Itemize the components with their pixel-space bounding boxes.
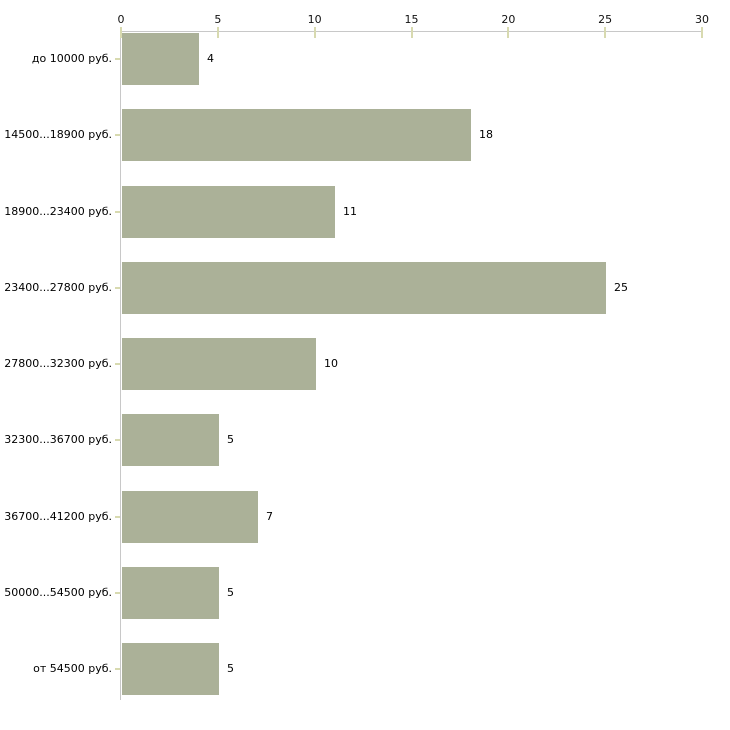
bar — [122, 338, 316, 390]
category-label: 14500...18900 руб. — [4, 128, 112, 141]
bar-value-label: 11 — [343, 205, 357, 218]
x-axis-tick-mark — [410, 27, 413, 38]
x-axis-tick-mark — [120, 27, 122, 38]
bar-value-label: 7 — [266, 510, 273, 523]
x-axis-tick-label: 20 — [501, 13, 516, 26]
bar — [122, 491, 258, 543]
bar — [122, 643, 219, 695]
category-label: от 54500 руб. — [33, 662, 112, 675]
y-axis-tick-mark — [115, 516, 120, 518]
y-axis-line — [120, 31, 121, 700]
y-axis-tick-mark — [115, 287, 120, 289]
x-axis-tick-mark — [701, 27, 703, 38]
bar-value-label: 4 — [207, 52, 214, 65]
category-label: 23400...27800 руб. — [4, 281, 112, 294]
category-label: 27800...32300 руб. — [4, 357, 112, 370]
bar — [122, 414, 219, 466]
x-axis-tick-label: 0 — [117, 13, 125, 26]
x-axis-tick-label: 25 — [598, 13, 613, 26]
bar-value-label: 5 — [227, 433, 234, 446]
bar-value-label: 5 — [227, 662, 234, 675]
x-axis-tick-label: 5 — [214, 13, 222, 26]
x-axis-tick-mark — [216, 27, 219, 38]
y-axis-tick-mark — [115, 363, 120, 365]
x-axis-tick-mark — [507, 27, 510, 38]
x-axis-tick-label: 10 — [307, 13, 322, 26]
y-axis-tick-mark — [115, 592, 120, 594]
y-axis-tick-mark — [115, 668, 120, 670]
bar — [122, 262, 606, 314]
bar — [122, 109, 471, 161]
x-axis-tick-mark — [313, 27, 316, 38]
y-axis-tick-mark — [115, 211, 120, 213]
category-label: 18900...23400 руб. — [4, 205, 112, 218]
bar-value-label: 10 — [324, 357, 338, 370]
x-axis-tick-label: 15 — [404, 13, 419, 26]
category-label: 36700...41200 руб. — [4, 510, 112, 523]
y-axis-tick-mark — [115, 58, 120, 60]
y-axis-tick-mark — [115, 439, 120, 441]
x-axis-tick-mark — [604, 27, 607, 38]
bar-value-label: 5 — [227, 586, 234, 599]
bar-value-label: 18 — [479, 128, 493, 141]
bar — [122, 33, 199, 85]
bar-value-label: 25 — [614, 281, 628, 294]
bar — [122, 186, 335, 238]
x-axis-tick-label: 30 — [695, 13, 709, 26]
category-label: 32300...36700 руб. — [4, 433, 112, 446]
y-axis-tick-mark — [115, 134, 120, 136]
category-label: до 10000 руб. — [31, 52, 112, 65]
category-label: 50000...54500 руб. — [4, 586, 112, 599]
bar — [122, 567, 219, 619]
